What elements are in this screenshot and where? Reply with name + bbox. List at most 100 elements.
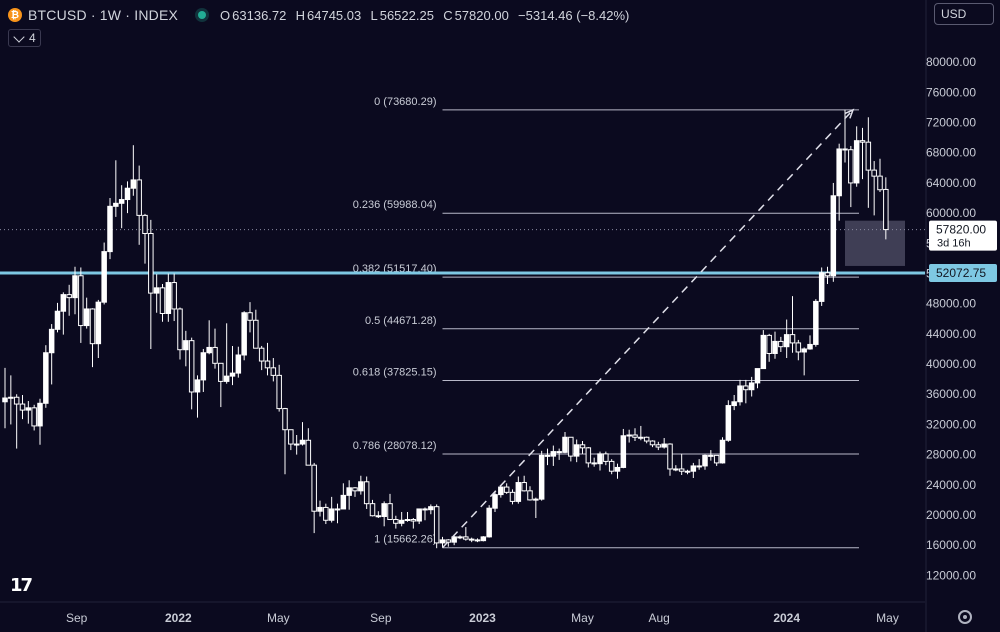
candle-body (48, 328, 55, 354)
last-price-tag (929, 220, 997, 251)
candle-body (830, 195, 837, 277)
candle-body (550, 451, 557, 457)
candle-body (223, 375, 230, 382)
candle-body (101, 251, 107, 303)
candle-body (696, 465, 702, 468)
close-value: 57820.00 (454, 7, 509, 23)
candle-body (451, 536, 457, 543)
bitcoin-icon: ₿ (8, 8, 22, 22)
chart-header: ₿ BTCUSD · 1W · INDEX O 63136.72 H 64745.0… (0, 0, 930, 30)
candle-body (667, 443, 673, 470)
candle-body (778, 340, 784, 348)
candle-body (527, 490, 533, 501)
candle-body (614, 466, 621, 472)
candle-body (783, 334, 790, 348)
currency-selector[interactable]: USD (934, 3, 994, 25)
candle-body (766, 334, 772, 354)
candle-body (89, 308, 96, 345)
candle-body (375, 515, 382, 518)
candle-body (393, 519, 399, 524)
candle-body (474, 539, 481, 542)
candle-body (66, 294, 72, 299)
candle-body (673, 468, 679, 471)
candle-body (690, 465, 697, 472)
candle-body (649, 440, 656, 446)
candle-body (194, 379, 201, 393)
y-tick-label: 60000.00 (926, 206, 976, 220)
y-tick-label: 72000.00 (926, 116, 976, 130)
x-tick-label: Sep (370, 611, 392, 625)
indicators-toggle-button[interactable]: 4 (8, 29, 41, 47)
candle-body (848, 149, 854, 184)
change-value: −5314.46 (−8.42%) (518, 7, 630, 23)
x-tick-label: May (876, 611, 899, 625)
candle-body (626, 434, 632, 437)
x-tick-label: May (267, 611, 290, 625)
candle-body (43, 352, 49, 404)
candle-body (853, 140, 860, 184)
candle-body (486, 507, 492, 538)
symbol-title[interactable]: BTCUSD · 1W · INDEX (28, 7, 179, 23)
candle-body (107, 205, 113, 253)
candle-body (509, 491, 516, 502)
candle-body (241, 312, 247, 356)
candle-body (608, 460, 615, 472)
candle-body (643, 436, 650, 442)
candle-body (253, 319, 259, 349)
candle-body (538, 454, 545, 500)
candle-body (19, 403, 26, 411)
y-tick-label: 80000.00 (926, 55, 976, 69)
candle-body (188, 340, 195, 393)
candle-body (568, 436, 574, 457)
candle-body (719, 439, 726, 464)
candle-body (760, 334, 767, 370)
candle-body (358, 481, 364, 492)
candle-body (865, 141, 872, 171)
candle-body (754, 368, 761, 384)
market-status-dot (198, 11, 207, 19)
candle-body (813, 300, 819, 345)
candle-body (789, 334, 796, 344)
candle-body (299, 439, 306, 445)
candle-body (311, 464, 317, 512)
candle-body (468, 538, 475, 541)
candle-body (632, 434, 638, 438)
candle-body (165, 282, 172, 314)
candle-body (171, 282, 177, 310)
y-tick-label: 68000.00 (926, 146, 976, 160)
candle-body (498, 486, 504, 496)
candle-body (556, 451, 562, 454)
fib-level-label: 1 (15662.26) (374, 534, 436, 546)
candle-body (836, 148, 842, 197)
x-tick-label: 2023 (469, 611, 496, 625)
y-tick-label: 24000.00 (926, 478, 976, 492)
candle-body (655, 444, 662, 448)
candle-body (153, 287, 160, 294)
settings-gear-icon[interactable] (958, 610, 972, 624)
candle-body (346, 487, 352, 496)
candle-body (270, 367, 277, 376)
candle-body (708, 454, 714, 457)
candle-body (533, 498, 539, 501)
candle-body (404, 519, 411, 522)
candle-body (78, 275, 84, 327)
candle-body (877, 175, 883, 191)
support-price-value: 52072.75 (936, 266, 986, 280)
candle-body (842, 148, 848, 151)
candle-body (521, 482, 527, 492)
candle-body (544, 454, 551, 457)
candle-body (445, 539, 452, 543)
y-tick-label: 12000.00 (926, 568, 976, 582)
candle-body (25, 407, 32, 411)
fib-level-label: 0.786 (28078.12) (353, 440, 437, 452)
candle-body (83, 308, 90, 327)
candle-body (398, 519, 405, 524)
candle-body (177, 308, 183, 351)
candle-body (620, 435, 627, 468)
low-value: 56522.25 (379, 7, 434, 23)
candle-body (410, 519, 417, 522)
candle-body (795, 342, 802, 353)
candle-body (772, 340, 778, 354)
candle-body (480, 536, 487, 542)
